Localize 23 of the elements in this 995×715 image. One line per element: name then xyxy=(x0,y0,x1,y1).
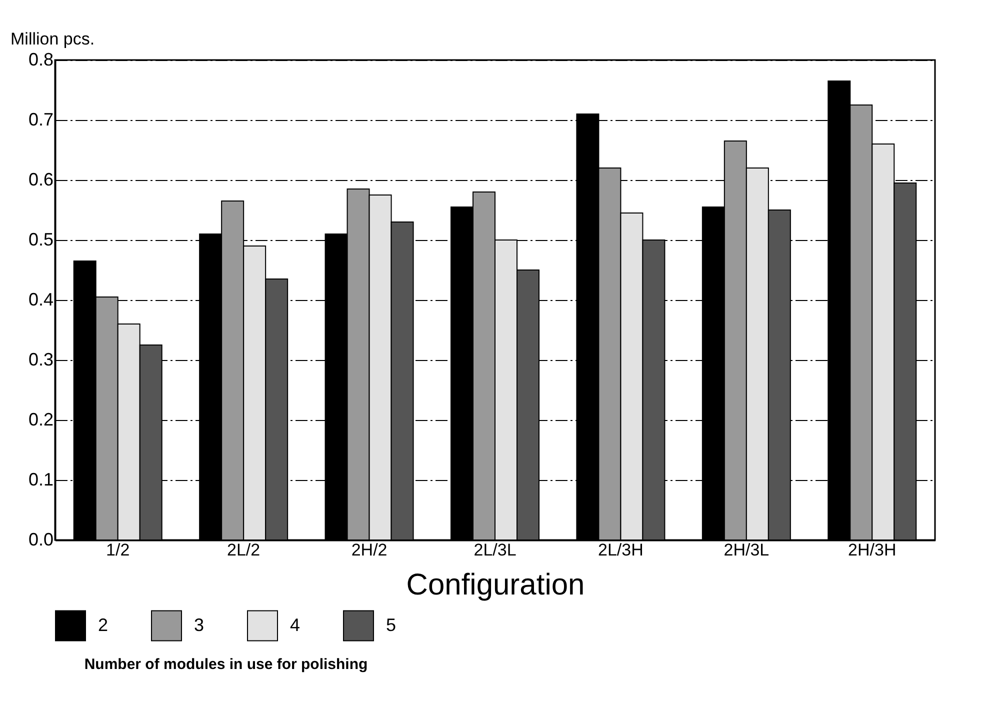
y-tick-label: 0.0 xyxy=(28,530,54,550)
y-tick-label: 0.1 xyxy=(28,470,54,490)
x-tick-label: 2H/2 xyxy=(351,540,388,560)
y-tick-label: 0.6 xyxy=(28,170,54,190)
y-tick-label: 0.8 xyxy=(28,50,54,70)
x-tick-label: 2H/3H xyxy=(848,540,896,560)
y-tick-label: 0.5 xyxy=(28,230,54,250)
x-tick-label: 2H/3L xyxy=(724,540,770,560)
x-tick-label: 1/2 xyxy=(106,540,130,560)
legend-label: 5 xyxy=(386,614,396,635)
y-tick-label: 0.3 xyxy=(28,350,54,370)
legend-title: Number of modules in use for polishing xyxy=(84,656,368,673)
y-tick-label: 0.4 xyxy=(28,290,54,310)
x-tick-label: 2L/2 xyxy=(227,540,260,560)
x-tick-label: 2L/3H xyxy=(598,540,644,560)
legend-label: 2 xyxy=(98,614,108,635)
legend-label: 3 xyxy=(194,614,204,635)
y-tick-label: 0.7 xyxy=(28,110,54,130)
y-axis-title: Million pcs. xyxy=(10,30,95,48)
y-tick-label: 0.2 xyxy=(28,410,54,430)
x-axis-title: Configuration xyxy=(406,568,585,602)
legend-label: 4 xyxy=(290,614,300,635)
x-tick-label: 2L/3L xyxy=(474,540,516,560)
